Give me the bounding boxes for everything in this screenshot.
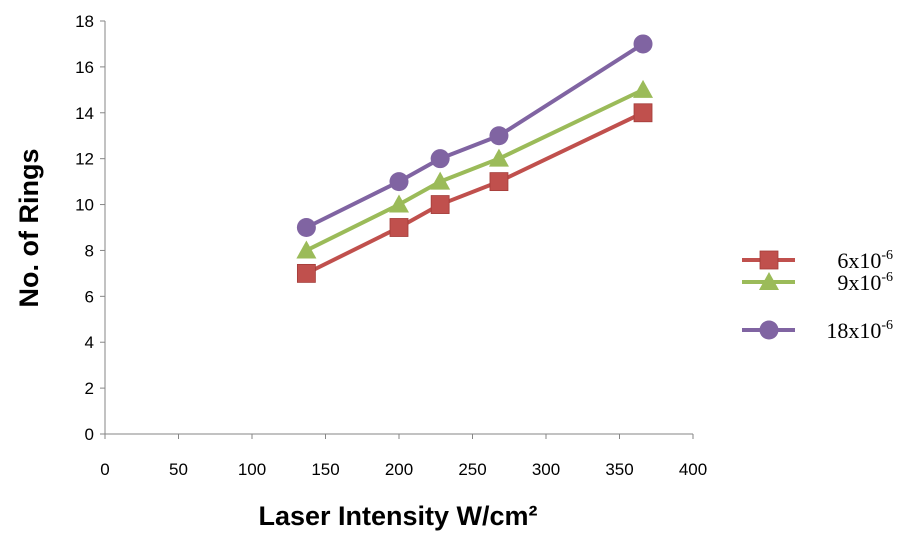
- y-tick-label: 12: [75, 150, 94, 169]
- series-1: [296, 103, 653, 283]
- legend-label: 9x10-6: [837, 270, 893, 295]
- y-axis-title: No. of Rings: [14, 149, 44, 308]
- axes: 0 2 4 6 8 10 12 14 16 18 0 50 100 150 200 250 300 350 400: [75, 12, 707, 479]
- y-tick-label: 10: [75, 196, 94, 215]
- x-tick-label: 200: [385, 460, 413, 479]
- series-2: [296, 79, 654, 259]
- data-point: [488, 148, 509, 167]
- legend-label: 6x10-6: [837, 248, 893, 273]
- y-tick-label: 0: [85, 425, 94, 444]
- series-line: [305, 110, 644, 276]
- data-point: [489, 172, 509, 192]
- data-point: [296, 240, 317, 259]
- x-tick-label: 300: [532, 460, 560, 479]
- series-line: [305, 88, 644, 253]
- legend-marker: [759, 320, 779, 340]
- y-tick-label: 8: [85, 241, 94, 260]
- x-tick-label: 0: [100, 460, 109, 479]
- y-tick-label: 4: [85, 333, 94, 352]
- data-point: [633, 79, 654, 98]
- series-3: [296, 34, 653, 237]
- x-tick-label: 50: [169, 460, 188, 479]
- y-tick-label: 16: [75, 58, 94, 77]
- legend-item-1: 6x10-6: [742, 248, 893, 273]
- legend-item-2: 9x10-6: [742, 270, 893, 295]
- x-tick-label: 100: [238, 460, 266, 479]
- x-axis-title: Laser Intensity W/cm²: [258, 501, 537, 531]
- legend-item-3: 18x10-6: [742, 318, 893, 343]
- data-point: [389, 172, 409, 192]
- x-tick-label: 400: [679, 460, 707, 479]
- data-point: [489, 126, 509, 146]
- data-point: [389, 194, 409, 213]
- legend-marker: [759, 272, 779, 290]
- y-tick-label: 2: [85, 379, 94, 398]
- y-tick-label: 14: [75, 104, 94, 123]
- data-point: [633, 103, 653, 123]
- data-point: [296, 218, 316, 237]
- legend-marker: [759, 250, 779, 270]
- y-tick-label: 6: [85, 287, 94, 306]
- x-tick-label: 250: [458, 460, 486, 479]
- data-point: [430, 171, 451, 190]
- data-point: [296, 263, 316, 283]
- x-tick-label: 350: [605, 460, 633, 479]
- y-tick-label: 18: [75, 12, 94, 31]
- data-point: [389, 218, 409, 237]
- x-tick-label: 150: [311, 460, 339, 479]
- legend-label: 18x10-6: [826, 318, 893, 343]
- data-point: [430, 149, 450, 169]
- data-point: [430, 195, 450, 214]
- data-point: [633, 34, 653, 54]
- series-layer: [296, 34, 654, 283]
